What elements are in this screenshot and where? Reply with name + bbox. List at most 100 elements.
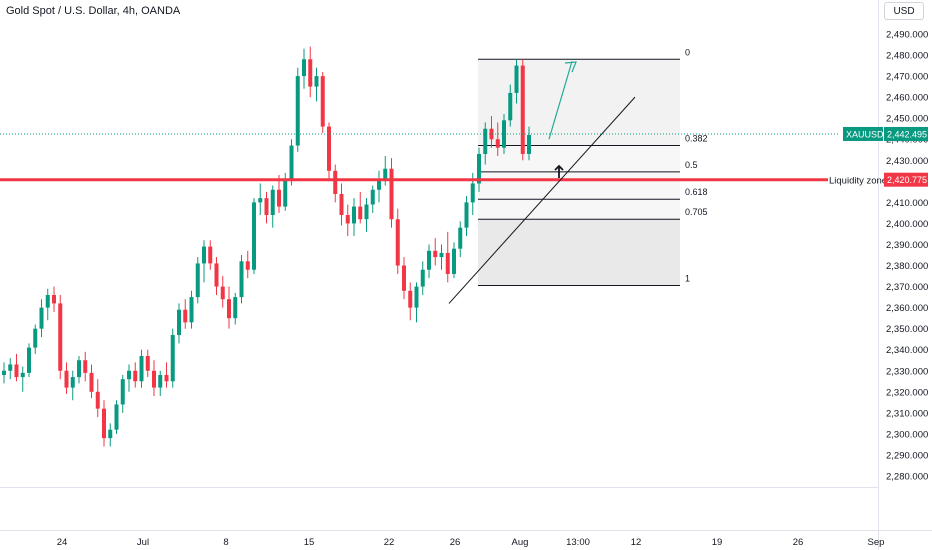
candle-up [427, 244, 431, 279]
candle-up [314, 67, 319, 102]
candle-body [77, 360, 81, 378]
candle-up [77, 356, 81, 384]
candle-body [352, 206, 356, 224]
candle-body [83, 360, 88, 373]
candle-body [427, 250, 431, 270]
zone-price-tag-text: 2,420.775 [887, 175, 927, 185]
candle-body [245, 261, 250, 270]
price-tick-label: 2,430.000 [886, 156, 928, 167]
candle-body [377, 179, 381, 190]
candle-down [277, 175, 281, 213]
candle-body [314, 76, 319, 87]
candle-up [477, 147, 481, 192]
price-tick-label: 2,370.000 [886, 282, 928, 293]
candle-down [320, 71, 325, 133]
candle-down [89, 364, 94, 399]
candle-body [433, 250, 438, 258]
candle-body [164, 374, 169, 382]
candle-up [8, 358, 13, 380]
projection-arrow [548, 61, 573, 140]
candle-up [127, 364, 131, 392]
fib-level-label: 0.705 [685, 207, 708, 217]
candle-body [52, 294, 56, 304]
candle-up [158, 370, 163, 397]
candle-body [33, 328, 38, 348]
candle-body [133, 370, 138, 382]
candle-body [439, 252, 444, 258]
candle-body [14, 364, 19, 378]
candle-down [58, 294, 63, 380]
candle-down [52, 286, 56, 312]
candle-body [158, 374, 163, 388]
candle-up [439, 244, 444, 270]
time-tick-label: 12 [631, 537, 642, 548]
candle-up [170, 328, 175, 388]
candle-up [33, 324, 38, 354]
symbol-tag-text: XAUUSD [846, 129, 884, 139]
fib-level-label: 0.5 [685, 160, 698, 170]
candle-down [327, 122, 331, 182]
candle-up [352, 198, 356, 237]
candle-up [302, 48, 306, 89]
candle-up [108, 423, 113, 447]
candle-up [289, 139, 294, 186]
time-tick-label: 8 [223, 537, 228, 548]
candle-body [183, 309, 188, 323]
candle-body [70, 377, 75, 388]
candle-down [339, 183, 344, 226]
fib-zone-middle [478, 145, 680, 220]
candle-body [327, 126, 331, 171]
price-axis: 2,280.000 2,290.000 2,300.000 2,310.000 2,32… [843, 30, 928, 483]
time-tick-label: Sep [868, 537, 885, 548]
candle-body [364, 204, 369, 220]
candle-body [520, 65, 525, 154]
candle-down [164, 362, 169, 388]
price-tick-label: 2,410.000 [886, 198, 928, 209]
candle-body [239, 261, 244, 298]
candle-body [358, 206, 363, 220]
candle-body [408, 290, 413, 308]
time-tick-label: 13:00 [566, 537, 590, 548]
candle-body [458, 227, 463, 249]
time-tick-label: 26 [450, 537, 461, 548]
candle-body [202, 246, 206, 264]
fib-level-label: 0.382 [685, 134, 708, 144]
price-tick-label: 2,460.000 [886, 93, 928, 104]
pane-separator [0, 487, 878, 488]
candle-body [264, 198, 269, 216]
candle-up [177, 303, 181, 344]
price-tick-label: 2,360.000 [886, 303, 928, 314]
candle-up [420, 261, 425, 295]
candle-up [414, 282, 419, 323]
candle-body [295, 76, 300, 146]
chart-annotations: Liquidity zone [0, 61, 887, 304]
candle-body [20, 372, 25, 378]
price-tick-label: 2,350.000 [886, 324, 928, 335]
trendline[interactable] [448, 96, 636, 304]
candle-body [58, 303, 63, 371]
fib-zone-lower [478, 219, 680, 286]
candle-up [483, 122, 488, 165]
candle-body [120, 379, 125, 405]
candle-up [233, 292, 238, 325]
candle-down [145, 349, 150, 378]
candle-down [402, 257, 406, 300]
candle-up [2, 362, 6, 384]
price-tick-label: 2,300.000 [886, 429, 928, 440]
candle-body [170, 334, 175, 382]
candle-body [2, 370, 6, 375]
arrow-head-icon [564, 61, 577, 73]
candle-body [139, 356, 144, 382]
currency-selector[interactable]: USD [884, 2, 924, 20]
candle-down [333, 164, 338, 203]
price-tick-label: 2,280.000 [886, 472, 928, 483]
candle-body [127, 370, 131, 380]
candle-body [470, 183, 475, 203]
candle-body [89, 372, 94, 392]
candle-body [308, 59, 313, 87]
candle-body [252, 202, 256, 270]
candle-down [83, 351, 88, 382]
candle-body [45, 294, 50, 308]
candle-down [408, 282, 413, 321]
